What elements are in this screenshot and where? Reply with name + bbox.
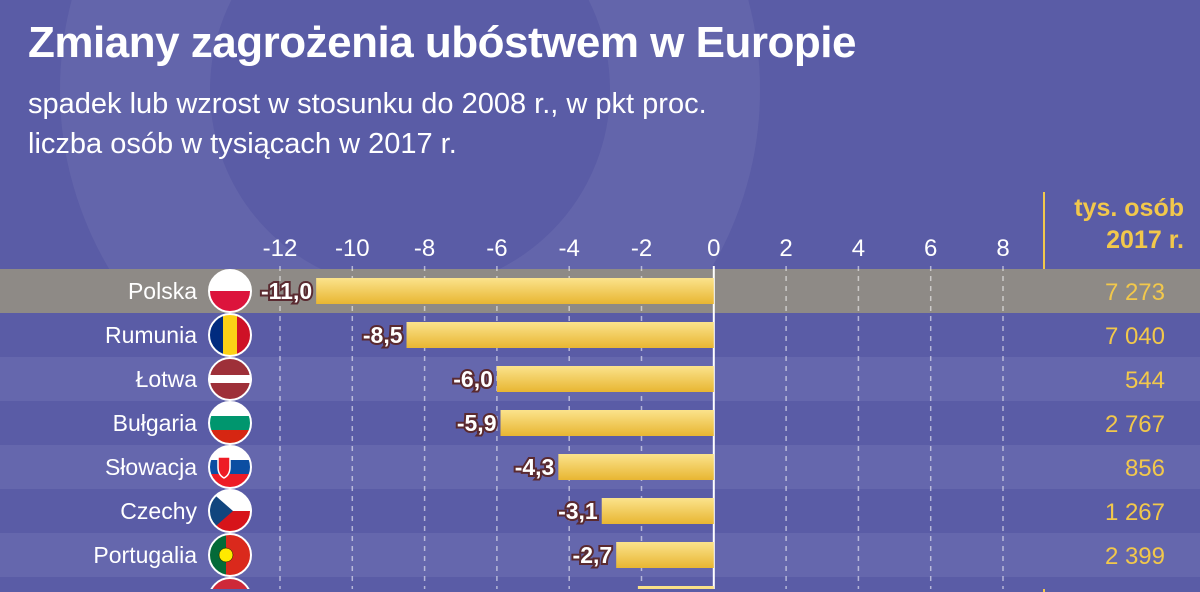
poland-flag-icon — [208, 269, 252, 313]
chart-subtitle-persons: liczba osób w tysiącach w 2017 r. — [28, 128, 457, 160]
bar — [316, 278, 714, 304]
czechia-flag-icon — [208, 489, 252, 533]
category-label: Portugalia — [93, 542, 197, 568]
chart-title: Zmiany zagrożenia ubóstwem w Europie — [28, 18, 856, 67]
chart-subtitle-units: spadek lub wzrost w stosunku do 2008 r.,… — [28, 88, 707, 120]
bar — [496, 366, 714, 392]
bar — [558, 454, 714, 480]
persons-header-line2: 2017 r. — [1106, 226, 1184, 254]
x-tick-label: 0 — [707, 235, 720, 262]
persons-value: 2 767 — [1105, 411, 1165, 438]
bar — [500, 410, 714, 436]
value-label: -3,1 — [558, 498, 598, 524]
hungary-flag-icon — [209, 577, 251, 589]
value-label: -6,0 — [453, 366, 493, 392]
row-background — [0, 577, 1200, 589]
persons-value: 1 267 — [1105, 499, 1165, 526]
row-background — [0, 533, 1200, 577]
value-label: -8,5 — [363, 322, 403, 348]
persons-value: 7 273 — [1105, 279, 1165, 306]
x-tick-label: -12 — [263, 235, 298, 262]
x-tick-label: 8 — [996, 235, 1009, 262]
value-label: -2,1 — [594, 586, 634, 589]
category-label: Rumunia — [105, 322, 197, 348]
x-tick-label: -2 — [631, 235, 652, 262]
x-tick-label: 6 — [924, 235, 937, 262]
category-label: Bułgaria — [113, 410, 198, 436]
value-label: -2,7 — [573, 542, 613, 568]
category-label: Czechy — [120, 498, 197, 524]
persons-value: 544 — [1125, 367, 1165, 394]
persons-value: 856 — [1125, 455, 1165, 482]
portugal-flag-icon — [208, 533, 252, 577]
x-tick-label: 4 — [852, 235, 865, 262]
category-label: Słowacja — [105, 454, 197, 480]
category-label: W — [175, 586, 197, 589]
category-label: Polska — [128, 278, 197, 304]
x-tick-label: -8 — [414, 235, 435, 262]
x-tick-label: -6 — [486, 235, 507, 262]
romania-flag-icon — [208, 313, 252, 357]
persons-header-line1: tys. osób — [1074, 194, 1184, 222]
row-background — [0, 489, 1200, 533]
persons-value: 2 445 — [1105, 587, 1165, 589]
value-label: -5,9 — [457, 410, 497, 436]
category-label: Łotwa — [136, 366, 198, 392]
persons-value: 7 040 — [1105, 323, 1165, 350]
x-tick-label: -4 — [559, 235, 580, 262]
latvia-flag-icon — [208, 357, 252, 401]
bar — [637, 586, 714, 589]
x-tick-label: -10 — [335, 235, 370, 262]
value-label: -4,3 — [515, 454, 555, 480]
slovakia-flag-icon — [208, 445, 252, 489]
value-label: -11,0 — [261, 278, 312, 304]
bar — [601, 498, 714, 524]
persons-column-header: tys. osób 2017 r. — [1034, 192, 1184, 256]
persons-value: 2 399 — [1105, 543, 1165, 570]
x-tick-label: 2 — [779, 235, 792, 262]
bar — [616, 542, 714, 568]
bar — [406, 322, 714, 348]
bulgaria-flag-icon — [208, 401, 252, 445]
